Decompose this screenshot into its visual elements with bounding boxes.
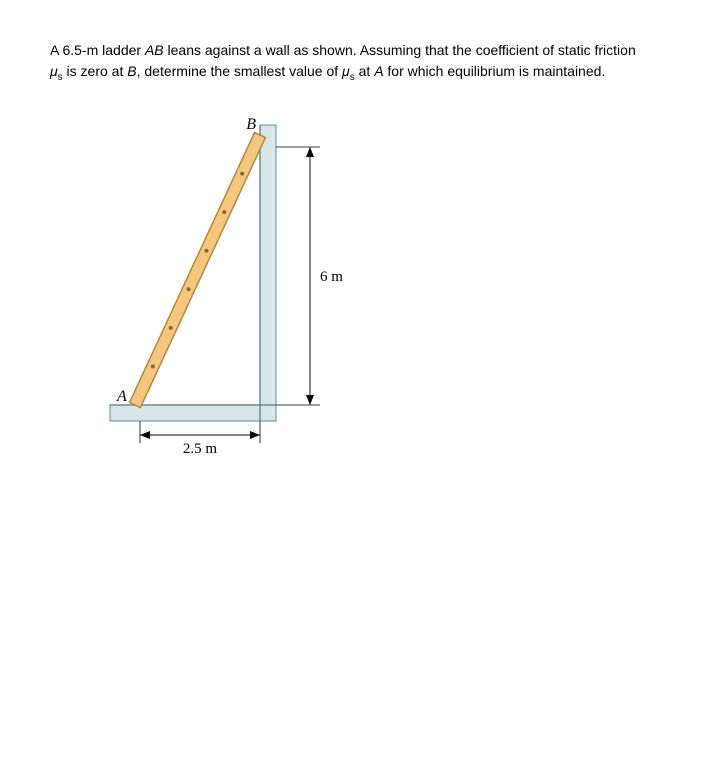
var-ab: AB xyxy=(145,42,164,58)
text-seg: is zero at xyxy=(63,63,128,79)
var-b: B xyxy=(127,63,136,79)
figure-svg: A B 6 m 2.5 m xyxy=(80,105,360,465)
text-seg: leans against a wall as shown. Assuming … xyxy=(164,42,636,58)
svg-text:6 m: 6 m xyxy=(320,269,343,285)
svg-text:A: A xyxy=(116,388,127,405)
mu: μ xyxy=(342,63,350,79)
mu: μ xyxy=(50,63,58,79)
text-seg: A 6.5-m ladder xyxy=(50,42,145,58)
text-seg: at xyxy=(355,63,374,79)
ladder-figure: A B 6 m 2.5 m xyxy=(80,105,669,470)
text-seg: , determine the smallest value of xyxy=(137,63,342,79)
svg-text:B: B xyxy=(246,116,256,133)
var-a: A xyxy=(374,63,383,79)
problem-statement: A 6.5-m ladder AB leans against a wall a… xyxy=(50,40,669,85)
svg-text:2.5 m: 2.5 m xyxy=(183,441,218,457)
text-seg: for which equilibrium is maintained. xyxy=(384,63,606,79)
